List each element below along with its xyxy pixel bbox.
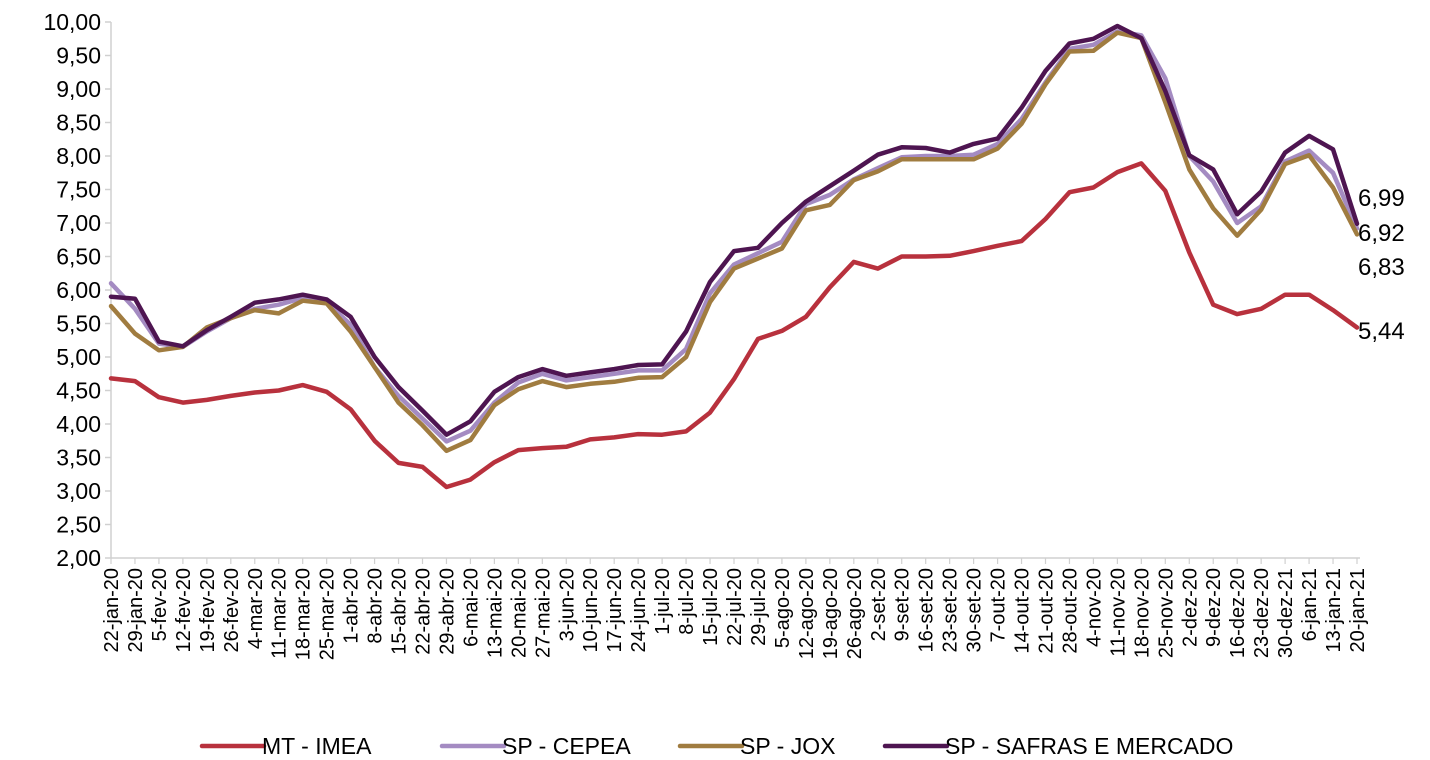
x-tick-label: 13-jan-21 (1323, 568, 1345, 653)
x-tick-label: 10-jun-20 (580, 568, 602, 653)
end-value-label: 6,92 (1358, 220, 1405, 247)
x-tick-label: 30-dez-21 (1275, 568, 1297, 658)
x-tick-label: 29-abr-20 (436, 568, 458, 655)
x-tick-label: 20-jan-21 (1347, 568, 1369, 653)
legend-label: SP - CEPEA (502, 733, 631, 759)
x-tick-label: 27-mai-20 (532, 568, 554, 658)
x-tick-label: 23-set-20 (940, 568, 962, 653)
x-tick-label: 3-jun-20 (556, 568, 578, 641)
x-tick-label: 25-nov-20 (1155, 568, 1177, 658)
y-tick-label: 6,00 (56, 277, 101, 303)
end-value-label: 6,99 (1358, 185, 1405, 212)
series-line-mt-imea (108, 161, 1360, 490)
x-tick-label: 11-nov-20 (1107, 568, 1129, 657)
x-tick-label: 16-set-20 (916, 568, 938, 653)
x-tick-label: 25-mar-20 (317, 568, 339, 660)
x-tick-label: 6-mai-20 (460, 568, 482, 647)
legend-label: SP - SAFRAS E MERCADO (945, 733, 1233, 759)
legend-label: MT - IMEA (262, 733, 372, 759)
x-tick-label: 28-out-20 (1059, 568, 1081, 654)
x-tick-label: 4-nov-20 (1083, 568, 1105, 647)
x-tick-label: 7-out-20 (988, 568, 1010, 643)
x-tick-label: 11-mar-20 (269, 568, 291, 659)
end-labels: 5,44 6,92 6,83 6,99 (1358, 185, 1405, 345)
x-tick-label: 5-fev-20 (149, 568, 171, 641)
y-tick-label: 9,00 (56, 76, 101, 102)
y-tick-label: 4,50 (56, 378, 101, 404)
y-axis-ticks: 2,00 2,50 3,00 3,50 4,00 4,50 5,00 5,50 6,00 6,50… (43, 9, 111, 571)
x-tick-label: 19-fev-20 (197, 568, 219, 653)
x-tick-label: 2-dez-20 (1179, 568, 1201, 647)
x-axis-ticks: 22-jan-20 29-jan-20 5-fev-20 12-fev-20 19-fe… (101, 558, 1369, 660)
y-tick-label: 3,00 (56, 478, 101, 504)
y-tick-label: 6,50 (56, 244, 101, 270)
x-tick-label: 26-ago-20 (844, 568, 866, 659)
legend-label: SP - JOX (740, 733, 835, 759)
x-tick-label: 9-dez-20 (1203, 568, 1225, 647)
x-tick-label: 18-mar-20 (293, 568, 315, 660)
x-tick-label: 19-ago-20 (820, 568, 842, 659)
x-tick-label: 18-nov-20 (1131, 568, 1153, 658)
x-tick-label: 26-fev-20 (221, 568, 243, 653)
x-tick-label: 30-set-20 (964, 568, 986, 653)
end-value-label: 6,83 (1358, 254, 1405, 281)
y-tick-label: 8,00 (56, 143, 101, 169)
x-tick-label: 8-jul-20 (676, 568, 698, 635)
x-tick-label: 9-set-20 (892, 568, 914, 641)
x-tick-label: 4-mar-20 (245, 568, 267, 649)
y-tick-label: 7,00 (56, 210, 101, 236)
x-tick-label: 20-mai-20 (508, 568, 530, 658)
x-tick-label: 24-jun-20 (628, 568, 650, 653)
x-tick-label: 5-ago-20 (772, 568, 794, 648)
x-tick-label: 29-jan-20 (125, 568, 147, 653)
x-tick-label: 15-jul-20 (700, 568, 722, 646)
y-tick-label: 5,00 (56, 344, 101, 370)
x-tick-label: 23-dez-20 (1251, 568, 1273, 658)
x-tick-label: 22-jan-20 (101, 568, 123, 653)
y-tick-label: 8,50 (56, 110, 101, 136)
x-tick-label: 15-abr-20 (389, 568, 411, 655)
x-tick-label: 12-ago-20 (796, 568, 818, 659)
end-value-label: 5,44 (1358, 318, 1405, 345)
x-tick-label: 17-jun-20 (604, 568, 626, 653)
x-tick-label: 6-jan-21 (1299, 568, 1321, 641)
x-tick-label: 29-jul-20 (748, 568, 770, 646)
x-tick-label: 22-jul-20 (724, 568, 746, 646)
x-tick-label: 22-abr-20 (413, 568, 435, 655)
x-tick-label: 8-abr-20 (365, 568, 387, 644)
x-tick-label: 2-set-20 (868, 568, 890, 641)
x-tick-label: 13-mai-20 (484, 568, 506, 658)
y-tick-label: 9,50 (56, 43, 101, 69)
x-tick-label: 14-out-20 (1012, 568, 1034, 654)
x-tick-label: 21-out-20 (1036, 568, 1058, 654)
series-lines (108, 23, 1360, 490)
y-tick-label: 3,50 (56, 445, 101, 471)
legend: MT - IMEA SP - CEPEA SP - JOX SP - SAFRAS E… (199, 733, 1233, 759)
series-line-sp-safras-e-mercado (108, 23, 1360, 437)
y-tick-label: 10,00 (43, 9, 101, 35)
y-tick-label: 2,00 (56, 545, 101, 571)
y-tick-label: 5,50 (56, 311, 101, 337)
y-tick-label: 2,50 (56, 512, 101, 538)
x-tick-label: 12-fev-20 (173, 568, 195, 653)
x-tick-label: 16-dez-20 (1227, 568, 1249, 658)
x-tick-label: 1-abr-20 (341, 568, 363, 644)
y-tick-label: 7,50 (56, 177, 101, 203)
x-tick-label: 1-jul-20 (652, 568, 674, 635)
y-tick-label: 4,00 (56, 411, 101, 437)
